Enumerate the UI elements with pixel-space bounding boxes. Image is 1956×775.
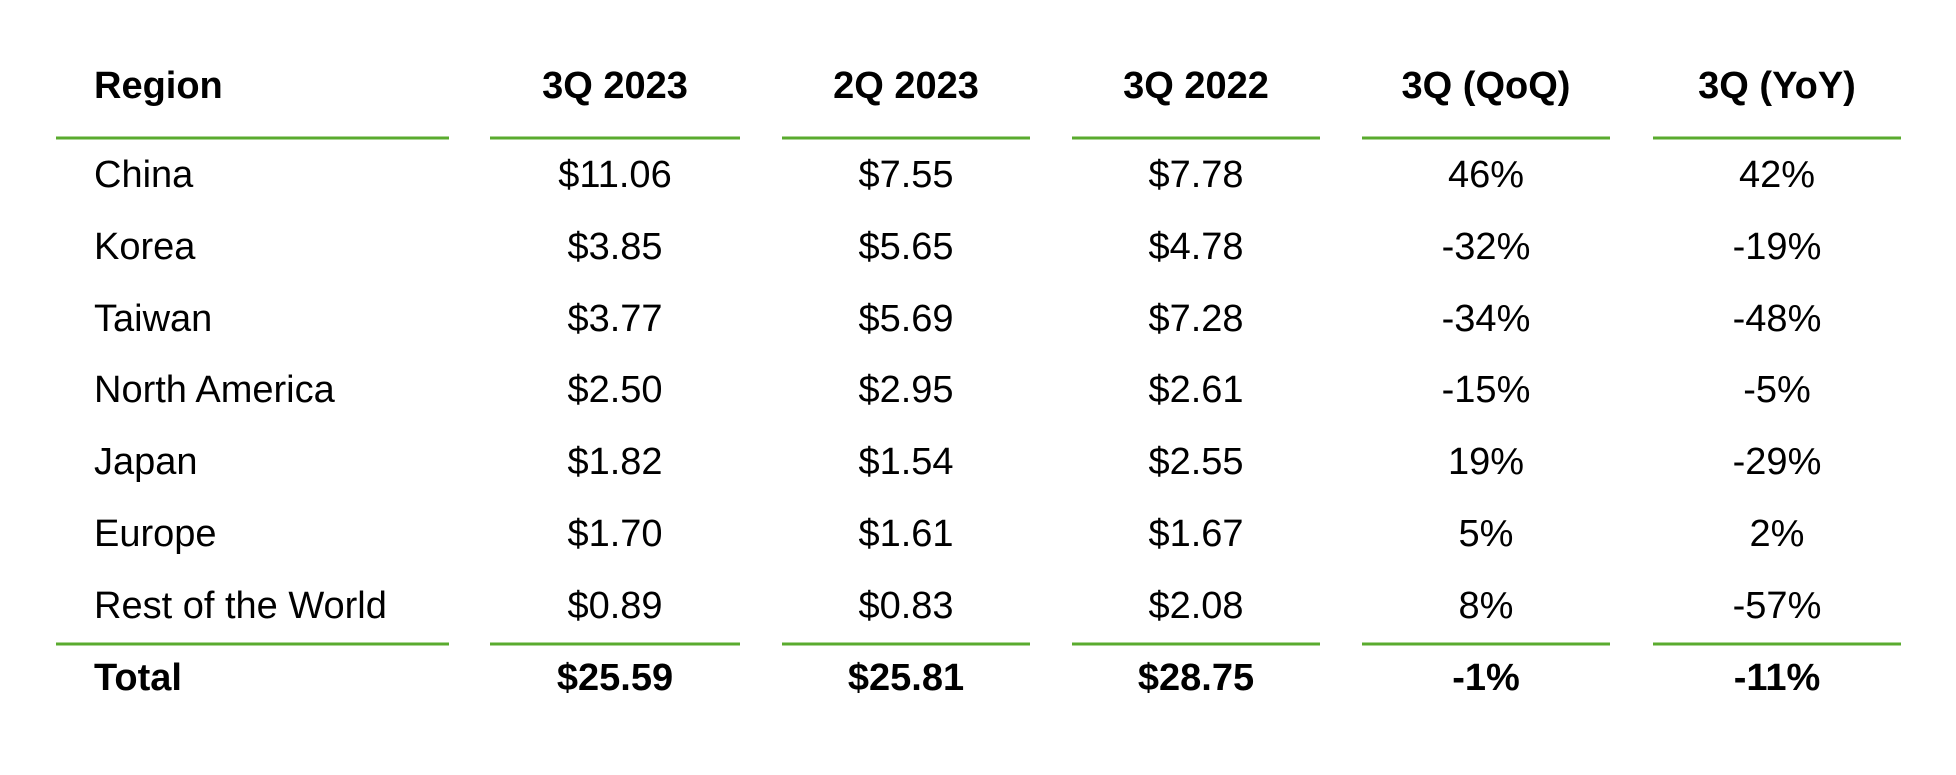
cell: $1.82: [567, 441, 662, 483]
total-cell: -1%: [1452, 657, 1520, 699]
cell: $3.85: [567, 226, 662, 268]
cell: $7.78: [1148, 154, 1243, 196]
cell: 46%: [1448, 154, 1524, 196]
cell: -29%: [1733, 441, 1822, 483]
cell: $2.95: [858, 369, 953, 411]
header-cell: 3Q (YoY): [1698, 65, 1856, 107]
cell: $1.54: [858, 441, 953, 483]
cell: North America: [94, 369, 336, 411]
cell: Rest of the World: [94, 585, 387, 627]
cell: 19%: [1448, 441, 1524, 483]
cell: Japan: [94, 441, 198, 483]
total-cell: $25.59: [557, 657, 673, 699]
cell: $5.65: [858, 226, 953, 268]
cell: -32%: [1442, 226, 1531, 268]
cell: $3.77: [567, 298, 662, 340]
header-cell: 2Q 2023: [833, 65, 979, 107]
cell: $0.83: [858, 585, 953, 627]
cell: Europe: [94, 513, 217, 555]
cell: Korea: [94, 226, 196, 268]
cell: China: [94, 154, 194, 196]
cell: $2.50: [567, 369, 662, 411]
cell: $2.61: [1148, 369, 1243, 411]
cell: -19%: [1733, 226, 1822, 268]
cell: $7.55: [858, 154, 953, 196]
header-cell: 3Q 2022: [1123, 65, 1269, 107]
header-cell: 3Q (QoQ): [1402, 65, 1571, 107]
cell: $11.06: [558, 154, 671, 196]
cell: $2.08: [1148, 585, 1243, 627]
cell: -34%: [1442, 298, 1531, 340]
total-cell: $25.81: [848, 657, 964, 699]
header-cell: 3Q 2023: [542, 65, 688, 107]
total-cell: -11%: [1734, 657, 1821, 699]
cell: 42%: [1739, 154, 1815, 196]
cell: -48%: [1733, 298, 1822, 340]
cell: -57%: [1733, 585, 1822, 627]
cell: $5.69: [858, 298, 953, 340]
header-cell: Region: [94, 65, 223, 107]
cell: $7.28: [1148, 298, 1243, 340]
cell: $2.55: [1148, 441, 1243, 483]
cell: $1.61: [858, 513, 953, 555]
cell: $4.78: [1148, 226, 1243, 268]
cell: $1.70: [567, 513, 662, 555]
total-cell: Total: [94, 657, 182, 699]
cell: $0.89: [567, 585, 662, 627]
cell: 8%: [1459, 585, 1514, 627]
cell: $1.67: [1148, 513, 1243, 555]
cell: Taiwan: [94, 298, 212, 340]
cell: -15%: [1442, 369, 1531, 411]
cell: 2%: [1750, 513, 1805, 555]
cell: 5%: [1459, 513, 1514, 555]
cell: -5%: [1743, 369, 1811, 411]
total-cell: $28.75: [1138, 657, 1254, 699]
